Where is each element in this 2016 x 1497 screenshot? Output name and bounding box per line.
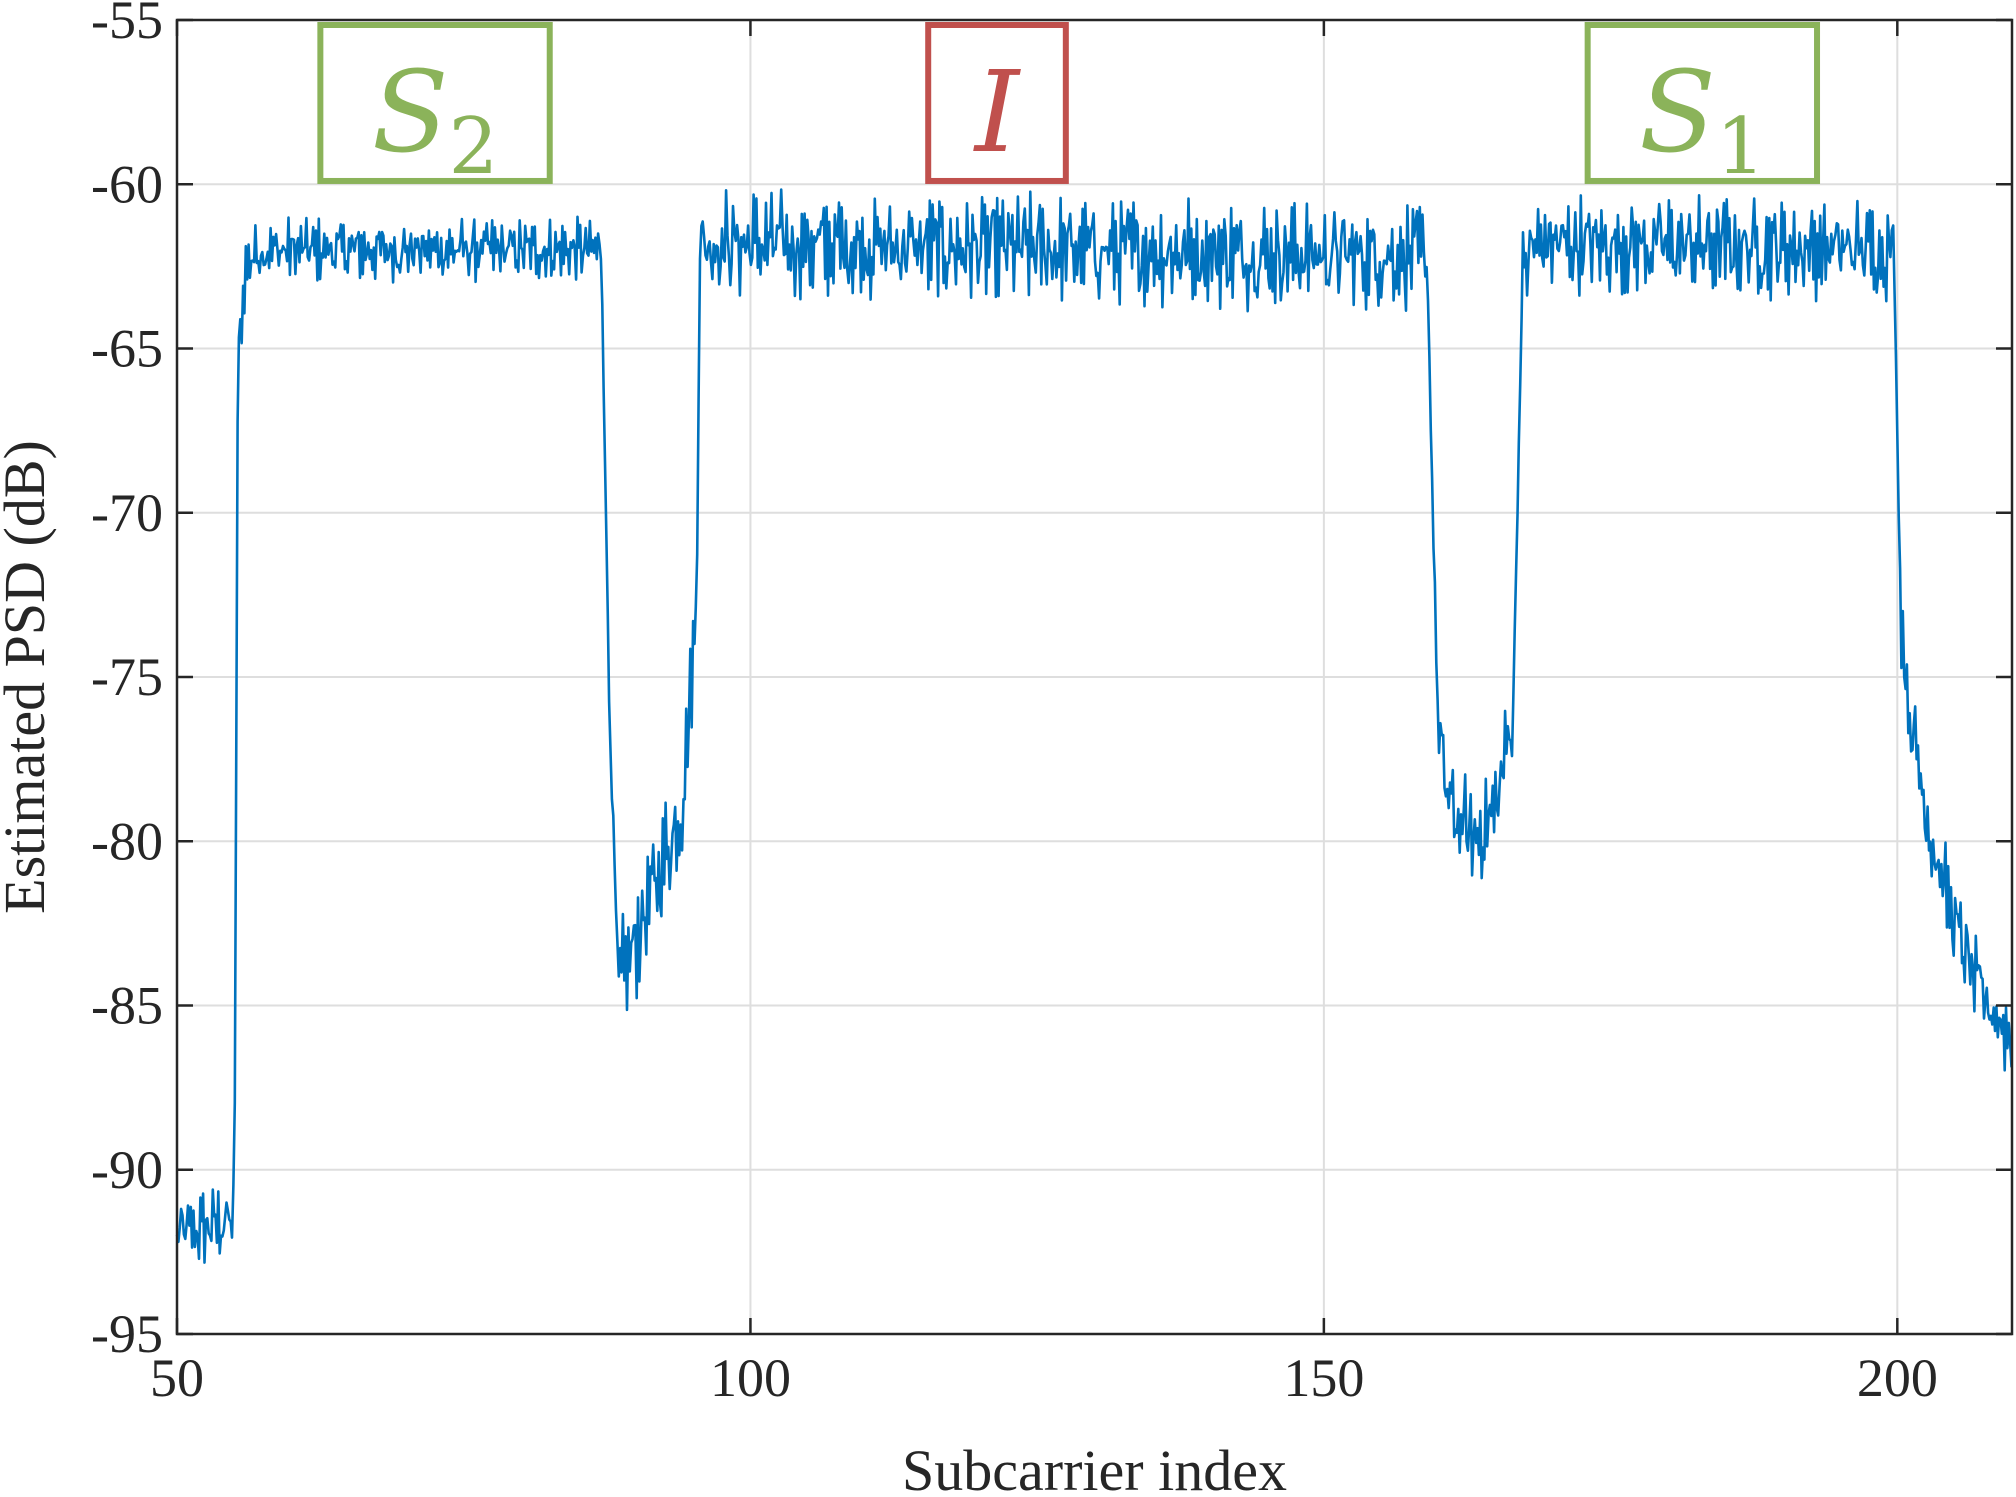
annotation-label: S1 bbox=[1639, 48, 1765, 192]
y-tick-label: -70 bbox=[91, 483, 163, 543]
psd-series-line bbox=[175, 188, 2013, 1264]
y-axis-label: Estimated PSD (dB) bbox=[0, 440, 57, 914]
y-tick-label: -60 bbox=[91, 154, 163, 214]
y-tick-label: -55 bbox=[91, 0, 163, 50]
y-tick-label: -90 bbox=[91, 1140, 163, 1200]
series-group bbox=[175, 188, 2013, 1264]
annotation-subscript: 2 bbox=[449, 102, 499, 192]
y-tick-label: -75 bbox=[91, 647, 163, 707]
annotation-main: S bbox=[1639, 48, 1716, 178]
annotation-label: S2 bbox=[372, 48, 498, 192]
band-annotations: S2 I S1 bbox=[317, 22, 1821, 192]
annotation-box bbox=[1584, 22, 1821, 184]
tick-labels: 50 100 150 200 -55 -60 -65 -70 -75 -80 -85 -90 -95 bbox=[91, 0, 2012, 1408]
x-axis-label: Subcarrier index bbox=[902, 1438, 1287, 1497]
annotation-label: I bbox=[973, 48, 1022, 178]
annotation-main: I bbox=[973, 48, 1022, 178]
y-tick-label: -95 bbox=[91, 1304, 163, 1364]
x-tick-label: 100 bbox=[710, 1348, 791, 1408]
grid-lines bbox=[177, 20, 2012, 1334]
annotation-box bbox=[925, 22, 1069, 184]
x-tick-label: 50 bbox=[150, 1348, 204, 1408]
x-tick-label: 200 bbox=[1857, 1348, 1938, 1408]
y-tick-label: -85 bbox=[91, 976, 163, 1036]
y-tick-label: -80 bbox=[91, 811, 163, 871]
annotation-box bbox=[317, 22, 553, 184]
x-tick-label: 150 bbox=[1283, 1348, 1364, 1408]
annotation-main: S bbox=[372, 48, 449, 178]
y-tick-label: -65 bbox=[91, 319, 163, 379]
annotation-subscript: 1 bbox=[1716, 102, 1766, 192]
